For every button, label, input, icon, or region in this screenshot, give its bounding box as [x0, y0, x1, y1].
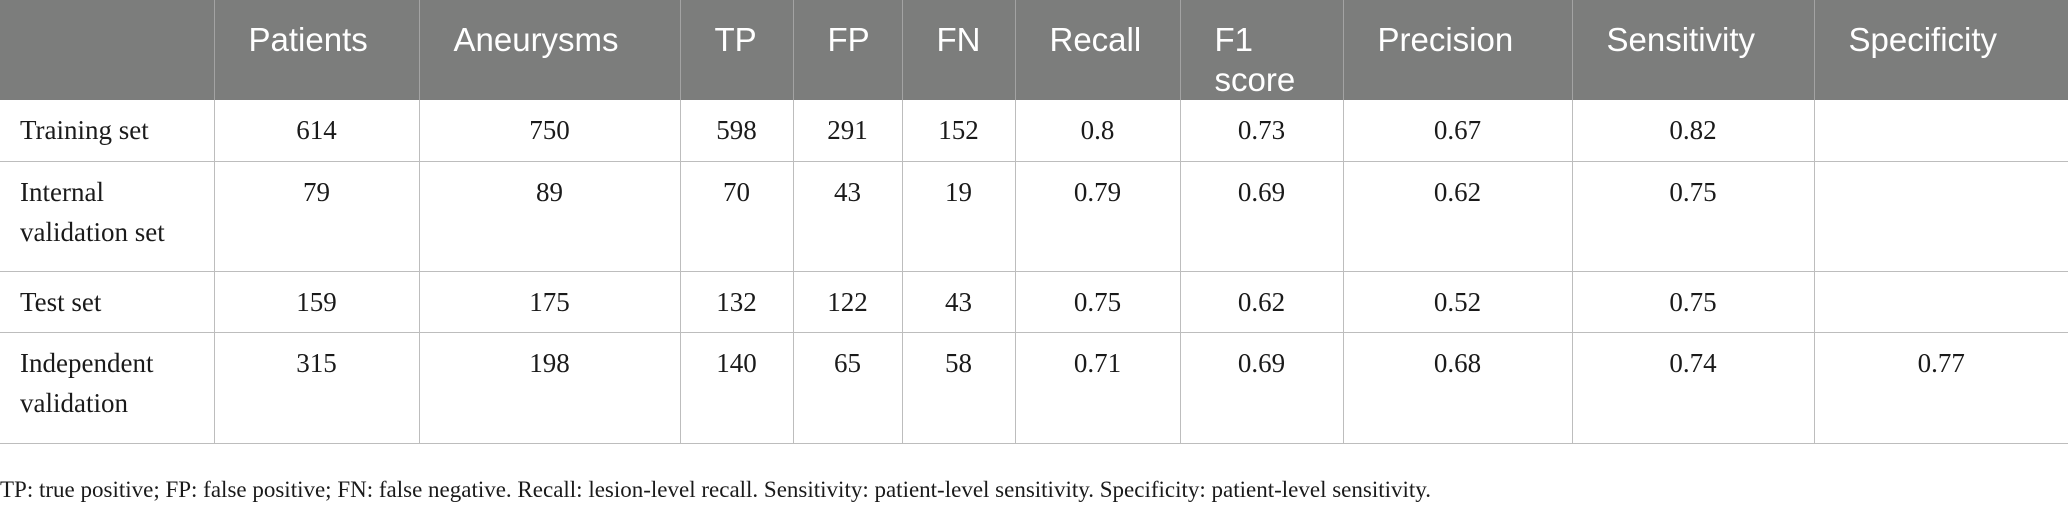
- table-row: Test set 159 175 132 122 43 0.75 0.62 0.…: [0, 271, 2068, 333]
- cell-fn: 58: [901, 332, 1015, 444]
- cell-fp: 43: [792, 161, 902, 272]
- header-cell-fp: FP: [792, 0, 902, 100]
- results-table: Patients Aneurysms TP FP FN Recall F1 sc…: [0, 0, 2068, 444]
- cell-precision: 0.62: [1342, 161, 1572, 272]
- cell-sensitivity: 0.75: [1571, 271, 1814, 333]
- cell-fp: 291: [792, 100, 902, 162]
- cell-aneurysms: 750: [418, 100, 680, 162]
- cell-patients: 159: [213, 271, 419, 333]
- cell-tp: 140: [679, 332, 793, 444]
- cell-fp: 65: [792, 332, 902, 444]
- header-cell-aneurysms: Aneurysms: [418, 0, 680, 100]
- cell-tp: 598: [679, 100, 793, 162]
- header-cell-fn: FN: [901, 0, 1015, 100]
- cell-aneurysms: 175: [418, 271, 680, 333]
- header-cell-specificity: Specificity: [1813, 0, 2068, 100]
- cell-tp: 70: [679, 161, 793, 272]
- row-label: Training set: [0, 100, 214, 162]
- cell-precision: 0.68: [1342, 332, 1572, 444]
- table-footnote: TP: true positive; FP: false positive; F…: [0, 477, 1432, 502]
- table-row: Independent validation 315 198 140 65 58…: [0, 332, 2068, 444]
- table-row: Training set 614 750 598 291 152 0.8 0.7…: [0, 100, 2068, 162]
- row-label: Test set: [0, 271, 214, 333]
- header-cell-row-label: [0, 0, 214, 100]
- cell-fn: 19: [901, 161, 1015, 272]
- cell-f1-score: 0.73: [1179, 100, 1343, 162]
- cell-aneurysms: 198: [418, 332, 680, 444]
- cell-sensitivity: 0.75: [1571, 161, 1814, 272]
- cell-specificity: [1813, 161, 2068, 272]
- header-cell-f1-score: F1 score: [1179, 0, 1343, 100]
- cell-specificity: 0.77: [1813, 332, 2068, 444]
- cell-f1-score: 0.69: [1179, 332, 1343, 444]
- cell-f1-score: 0.62: [1179, 271, 1343, 333]
- header-cell-recall: Recall: [1014, 0, 1180, 100]
- cell-specificity: [1813, 100, 2068, 162]
- cell-recall: 0.71: [1014, 332, 1180, 444]
- cell-recall: 0.75: [1014, 271, 1180, 333]
- cell-aneurysms: 89: [418, 161, 680, 272]
- cell-patients: 79: [213, 161, 419, 272]
- row-label: Independent validation: [0, 332, 214, 444]
- header-cell-sensitivity: Sensitivity: [1571, 0, 1814, 100]
- header-cell-precision: Precision: [1342, 0, 1572, 100]
- header-row: Patients Aneurysms TP FP FN Recall F1 sc…: [0, 0, 2068, 100]
- cell-fp: 122: [792, 271, 902, 333]
- table-row: Internal validation set 79 89 70 43 19 0…: [0, 161, 2068, 272]
- cell-fn: 43: [901, 271, 1015, 333]
- cell-sensitivity: 0.82: [1571, 100, 1814, 162]
- cell-patients: 315: [213, 332, 419, 444]
- cell-f1-score: 0.69: [1179, 161, 1343, 272]
- cell-precision: 0.52: [1342, 271, 1572, 333]
- header-cell-tp: TP: [679, 0, 793, 100]
- header-cell-patients: Patients: [213, 0, 419, 100]
- cell-specificity: [1813, 271, 2068, 333]
- cell-recall: 0.8: [1014, 100, 1180, 162]
- cell-tp: 132: [679, 271, 793, 333]
- cell-fn: 152: [901, 100, 1015, 162]
- cell-precision: 0.67: [1342, 100, 1572, 162]
- cell-sensitivity: 0.74: [1571, 332, 1814, 444]
- cell-recall: 0.79: [1014, 161, 1180, 272]
- row-label: Internal validation set: [0, 161, 214, 272]
- cell-patients: 614: [213, 100, 419, 162]
